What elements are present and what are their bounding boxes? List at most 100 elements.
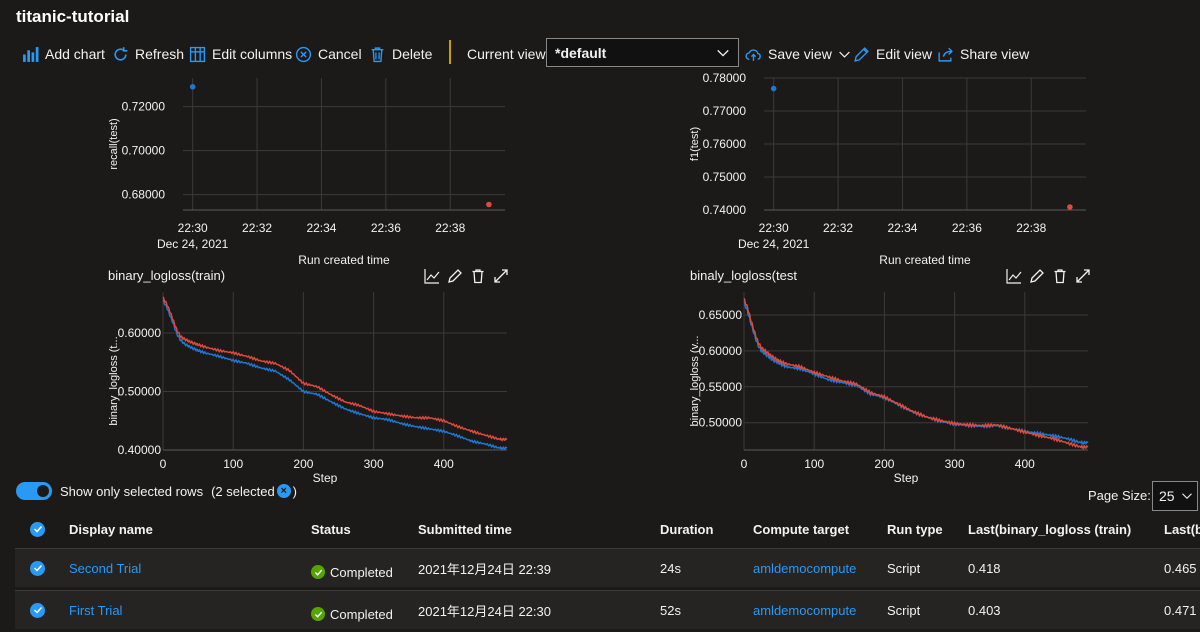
col-last-train[interactable]: Last(binary_logloss (train)	[968, 521, 1132, 537]
x-tick-label: 200	[874, 457, 894, 471]
current-view-label: Current view:	[467, 46, 550, 62]
table-row[interactable]: First Trial Completed 2021年12月24日 22:30 …	[15, 590, 1200, 629]
y-tick-label: 0.65000	[699, 308, 743, 322]
col-submitted-time[interactable]: Submitted time	[418, 521, 512, 537]
save-view-button[interactable]: Save view	[745, 38, 851, 70]
run-name-link[interactable]: First Trial	[69, 602, 123, 618]
last-test-value: 0.471	[1164, 602, 1197, 618]
cancel-label: Cancel	[318, 46, 362, 62]
clear-selection-icon[interactable]: ×	[276, 484, 291, 498]
x-tick-label: 22:36	[952, 221, 982, 235]
chart-title-train-logloss: binary_logloss(train)	[108, 268, 226, 283]
y-tick-label: 0.40000	[118, 443, 162, 457]
x-tick-sublabel: Dec 24, 2021	[738, 237, 810, 251]
f1-chart-svg: 22:30 22:32 22:34 22:36 22:38 Dec 24, 2021 0.7…	[689, 71, 1086, 267]
col-run-type[interactable]: Run type	[887, 521, 943, 537]
x-tick-label: 22:38	[1016, 221, 1046, 235]
trash-icon[interactable]	[470, 268, 486, 284]
edit-columns-label: Edit columns	[212, 46, 293, 62]
refresh-button[interactable]: Refresh	[112, 38, 184, 70]
y-tick-label: 0.74000	[703, 203, 747, 217]
x-axis-label: Step	[313, 471, 338, 484]
y-tick-label: 0.70000	[122, 144, 166, 158]
train-logloss-chart-svg: 0 100 200 300 400 0.60000 0.50000 0.40000 Step bi…	[108, 292, 508, 485]
share-view-button[interactable]: Share view	[937, 38, 1029, 70]
run-name-link[interactable]: Second Trial	[69, 560, 142, 576]
data-point	[1067, 204, 1073, 210]
compute-target-link[interactable]: amldemocompute	[753, 602, 857, 618]
y-tick-label: 0.50000	[118, 384, 162, 398]
status-text: Completed	[330, 564, 393, 580]
run-type: Script	[887, 602, 921, 618]
series-line	[743, 297, 1089, 451]
last-train-value: 0.403	[968, 602, 1001, 618]
series-line	[162, 299, 508, 451]
duration: 52s	[660, 602, 681, 618]
page-size-dropdown[interactable]: 25	[1152, 481, 1198, 511]
chart-train-logloss: 0 100 200 300 400 0.60000 0.50000 0.40000 Step bi…	[105, 286, 515, 485]
bar-chart-icon	[23, 46, 39, 62]
data-point	[770, 85, 777, 92]
x-tick-label: 200	[293, 457, 313, 471]
x-tick-sublabel: Dec 24, 2021	[157, 237, 229, 251]
delete-button[interactable]: Delete	[369, 38, 432, 70]
expand-icon[interactable]	[1075, 268, 1091, 284]
test-logloss-chart-svg: 0 100 200 300 400 0.65000 0.60000 0.55000 0.5000…	[689, 292, 1089, 485]
pencil-icon[interactable]	[1029, 268, 1045, 284]
y-tick-label: 0.72000	[122, 100, 166, 114]
expand-icon[interactable]	[493, 268, 509, 284]
trash-icon	[371, 46, 384, 62]
x-tick-label: 22:32	[823, 221, 853, 235]
col-compute-target[interactable]: Compute target	[753, 521, 850, 537]
share-icon	[938, 47, 953, 62]
add-chart-label: Add chart	[45, 46, 105, 62]
col-display-name[interactable]: Display name	[69, 521, 153, 537]
page-title: titanic-tutorial	[16, 7, 130, 26]
y-tick-label: 0.76000	[703, 137, 747, 151]
duration: 24s	[660, 560, 681, 576]
page-size-value: 25	[1159, 488, 1175, 504]
y-axis-label: recall(test)	[108, 118, 120, 169]
y-tick-label: 0.75000	[703, 170, 747, 184]
x-tick-label: 100	[223, 457, 243, 471]
status-cell: Completed	[311, 553, 393, 591]
status-text: Completed	[330, 606, 393, 622]
edit-columns-button[interactable]: Edit columns	[189, 38, 292, 70]
x-tick-label: 100	[804, 457, 824, 471]
cancel-button[interactable]: Cancel	[295, 38, 362, 70]
select-all-checkbox[interactable]	[30, 510, 45, 548]
toolbar: Add chart Refresh Edit columns Cancel De…	[0, 38, 1200, 70]
y-axis-label: binary_logloss (v...	[689, 336, 701, 427]
cloud-upload-icon	[745, 48, 761, 61]
data-point	[189, 84, 196, 90]
check-circle-icon	[311, 607, 325, 621]
x-tick-label: 22:34	[306, 221, 336, 235]
y-tick-label: 0.77000	[703, 104, 747, 118]
pencil-icon	[854, 46, 869, 62]
share-view-label: Share view	[960, 46, 1030, 62]
chevron-down-icon	[717, 49, 729, 57]
trash-icon[interactable]	[1052, 268, 1068, 284]
line-chart-icon[interactable]	[424, 268, 440, 284]
col-status[interactable]: Status	[311, 521, 351, 537]
y-axis-label: binary_logloss (t...	[108, 336, 120, 425]
chart-title-test-logloss: binaly_logloss(test	[690, 268, 797, 283]
x-tick-label: 22:30	[178, 221, 208, 235]
chart-tools-train	[424, 268, 509, 284]
toolbar-divider	[449, 40, 451, 64]
current-view-dropdown[interactable]: *default	[546, 38, 739, 67]
table-row[interactable]: Second Trial Completed 2021年12月24日 22:39…	[15, 548, 1200, 587]
show-selected-toggle[interactable]	[16, 482, 52, 500]
col-last-test[interactable]: Last(bi	[1164, 521, 1200, 537]
row-checkbox[interactable]	[30, 591, 45, 629]
x-axis-label: Step	[894, 471, 919, 484]
current-view-value: *default	[555, 44, 607, 61]
line-chart-icon[interactable]	[1006, 268, 1022, 284]
compute-target-link[interactable]: amldemocompute	[753, 560, 857, 576]
row-checkbox[interactable]	[30, 549, 45, 587]
col-duration[interactable]: Duration	[660, 521, 714, 537]
submitted-time: 2021年12月24日 22:30	[418, 603, 551, 619]
add-chart-button[interactable]: Add chart	[22, 38, 105, 70]
pencil-icon[interactable]	[447, 268, 463, 284]
edit-view-button[interactable]: Edit view	[853, 38, 932, 70]
